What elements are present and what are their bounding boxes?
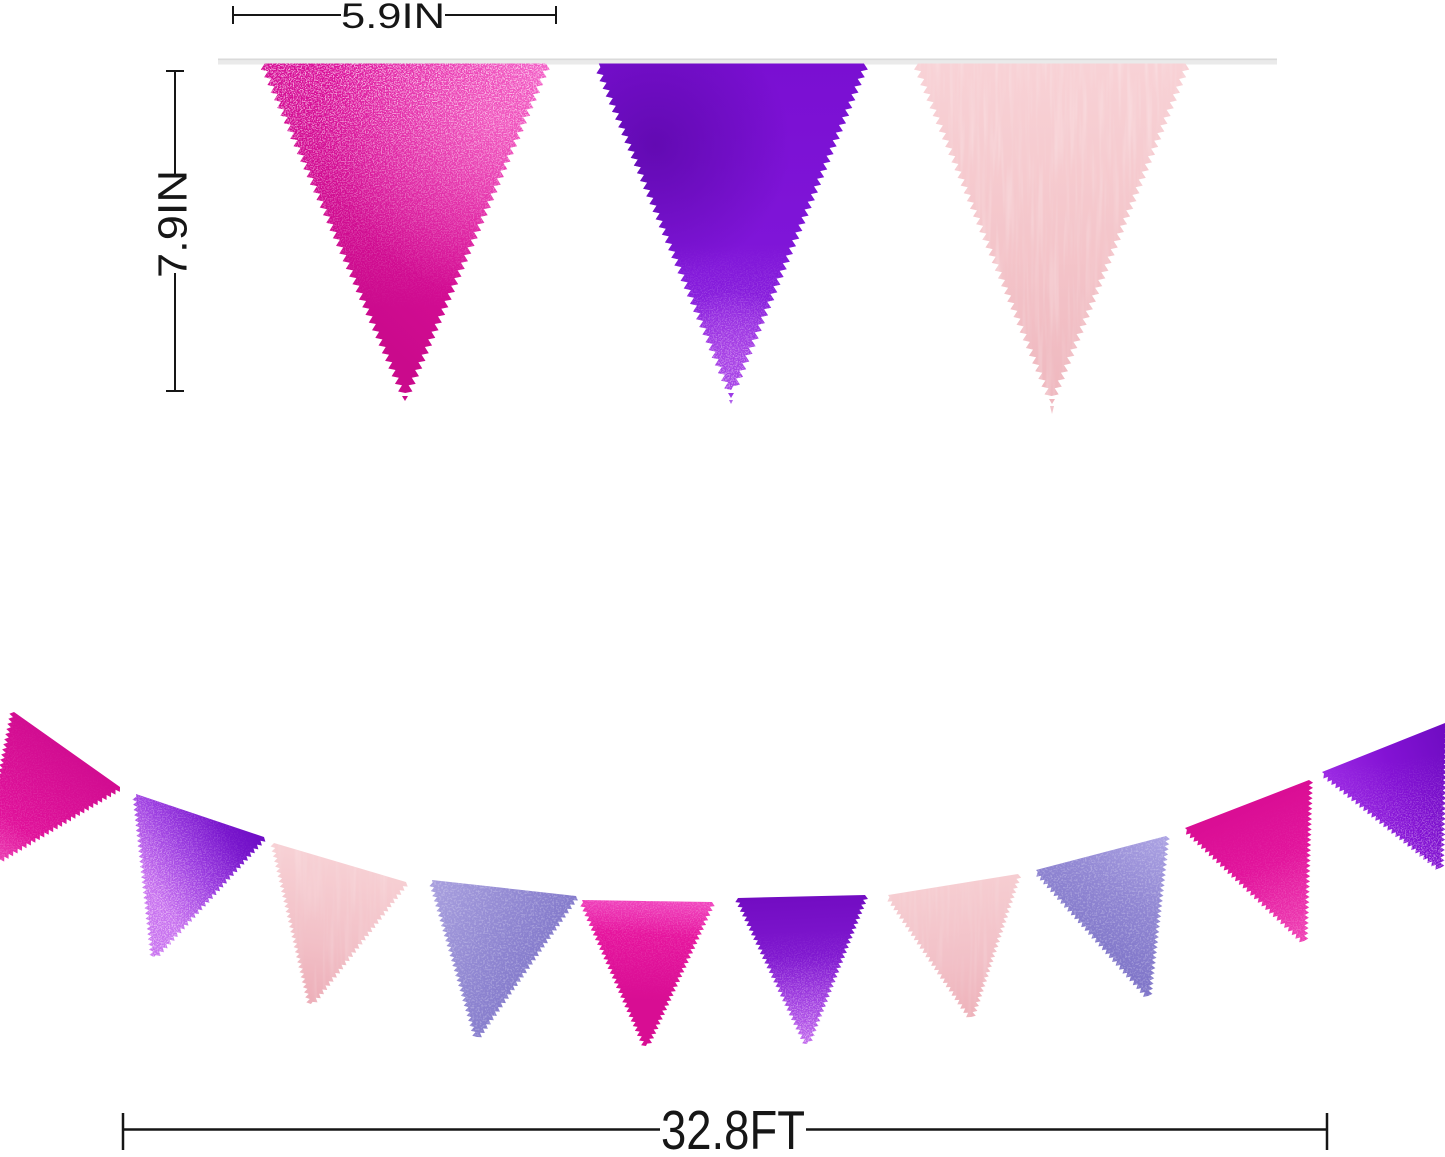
- svg-text:32.8FT: 32.8FT: [661, 1099, 805, 1152]
- svg-text:5.9IN: 5.9IN: [341, 0, 445, 36]
- svg-text:7.9IN: 7.9IN: [150, 170, 196, 278]
